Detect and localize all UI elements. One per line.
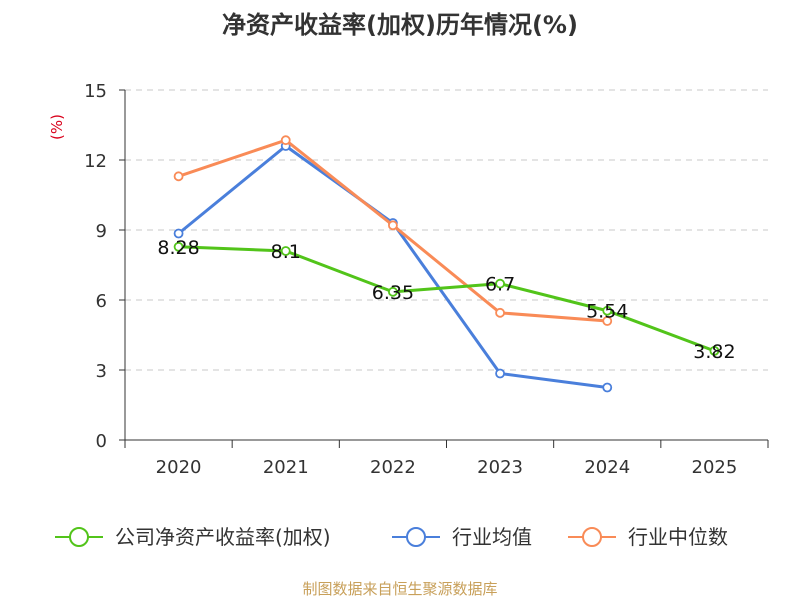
data-point-marker[interactable] bbox=[495, 368, 505, 379]
legend-swatch-marker bbox=[406, 527, 426, 547]
data-labels: 8.28 8.1 6.35 6.7 5.54 3.82 bbox=[157, 237, 735, 363]
series-line-1[interactable] bbox=[177, 144, 608, 389]
data-point-marker[interactable] bbox=[173, 171, 184, 182]
series-line-0[interactable] bbox=[178, 245, 715, 353]
data-point-marker[interactable] bbox=[602, 316, 613, 326]
legend-label: 行业中位数 bbox=[628, 525, 728, 549]
y-tick-label: 15 bbox=[84, 81, 107, 102]
data-value-label: 6.35 bbox=[372, 282, 414, 304]
legend-item-1[interactable]: 行业均值 bbox=[392, 525, 532, 549]
data-point-marker[interactable] bbox=[280, 135, 291, 146]
y-tick-label: 12 bbox=[84, 151, 107, 172]
x-tick-label: 2020 bbox=[156, 457, 202, 478]
legend[interactable]: 公司净资产收益率(加权) 行业均值 行业中位数 bbox=[55, 525, 728, 549]
legend-swatch-marker bbox=[69, 527, 89, 547]
y-tick-label: 9 bbox=[96, 221, 107, 242]
data-value-label: 8.1 bbox=[271, 241, 301, 263]
data-value-label: 5.54 bbox=[586, 301, 628, 323]
data-point-marker[interactable] bbox=[173, 241, 184, 252]
data-value-label: 3.82 bbox=[693, 341, 735, 363]
data-point-marker[interactable] bbox=[495, 307, 505, 318]
x-tick-label: 2023 bbox=[477, 457, 523, 478]
legend-swatch-marker bbox=[582, 527, 602, 547]
x-tick-label: 2025 bbox=[692, 457, 738, 478]
data-source-note: 制图数据来自恒生聚源数据库 bbox=[302, 580, 497, 598]
series-lines bbox=[173, 135, 720, 393]
x-tick-label: 2022 bbox=[370, 457, 416, 478]
y-tick-label: 3 bbox=[96, 361, 107, 382]
legend-label: 公司净资产收益率(加权) bbox=[115, 525, 331, 549]
data-point-marker[interactable] bbox=[280, 246, 291, 256]
axes: 0 3 6 9 12 15 2020 2021 2022 2023 2024 2025 bbox=[84, 81, 769, 478]
x-tick-label: 2021 bbox=[263, 457, 309, 478]
data-point-marker[interactable] bbox=[602, 382, 613, 393]
data-value-label: 8.28 bbox=[157, 237, 199, 259]
grid-lines bbox=[125, 89, 768, 371]
x-tick-label: 2024 bbox=[584, 457, 630, 478]
data-point-marker[interactable] bbox=[709, 345, 720, 356]
legend-item-0[interactable]: 公司净资产收益率(加权) bbox=[55, 525, 331, 549]
legend-item-2[interactable]: 行业中位数 bbox=[568, 525, 728, 549]
legend-label: 行业均值 bbox=[452, 525, 532, 549]
data-point-marker[interactable] bbox=[388, 220, 398, 231]
data-point-marker[interactable] bbox=[173, 228, 184, 239]
data-point-marker[interactable] bbox=[495, 278, 505, 289]
data-point-marker[interactable] bbox=[602, 305, 613, 316]
y-tick-label: 0 bbox=[96, 431, 107, 452]
data-value-label: 6.7 bbox=[485, 274, 515, 296]
data-point-marker[interactable] bbox=[388, 286, 398, 297]
y-axis-unit-label: (%) bbox=[48, 114, 66, 140]
chart-title: 净资产收益率(加权)历年情况(%) bbox=[222, 11, 578, 39]
y-tick-label: 6 bbox=[96, 291, 107, 312]
